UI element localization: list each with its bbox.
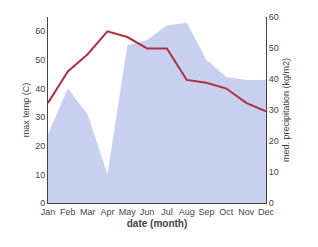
svg-text:Jul: Jul	[161, 207, 173, 217]
svg-text:20: 20	[35, 141, 45, 151]
svg-text:0: 0	[40, 198, 45, 208]
svg-text:Mar: Mar	[80, 207, 96, 217]
svg-text:60: 60	[269, 12, 279, 22]
svg-text:Dec: Dec	[258, 207, 275, 217]
svg-text:40: 40	[269, 74, 279, 84]
svg-text:20: 20	[269, 136, 279, 146]
svg-text:May: May	[119, 207, 137, 217]
svg-text:Aug: Aug	[179, 207, 195, 217]
svg-text:50: 50	[269, 43, 279, 53]
svg-text:max temp (C): max temp (C)	[21, 83, 31, 138]
svg-text:Jan: Jan	[41, 207, 56, 217]
svg-text:60: 60	[35, 26, 45, 36]
svg-text:date (month): date (month)	[127, 218, 188, 229]
svg-text:30: 30	[35, 112, 45, 122]
svg-text:30: 30	[269, 105, 279, 115]
svg-text:Nov: Nov	[238, 207, 255, 217]
svg-text:med. precipitation (kg/m2): med. precipitation (kg/m2)	[281, 58, 291, 162]
svg-text:Sep: Sep	[199, 207, 215, 217]
svg-text:10: 10	[269, 167, 279, 177]
svg-text:50: 50	[35, 55, 45, 65]
svg-text:40: 40	[35, 84, 45, 94]
svg-text:10: 10	[35, 170, 45, 180]
svg-text:Apr: Apr	[100, 207, 114, 217]
svg-text:Jun: Jun	[140, 207, 155, 217]
svg-text:Oct: Oct	[219, 207, 234, 217]
svg-text:0: 0	[269, 198, 274, 208]
svg-text:Feb: Feb	[60, 207, 76, 217]
